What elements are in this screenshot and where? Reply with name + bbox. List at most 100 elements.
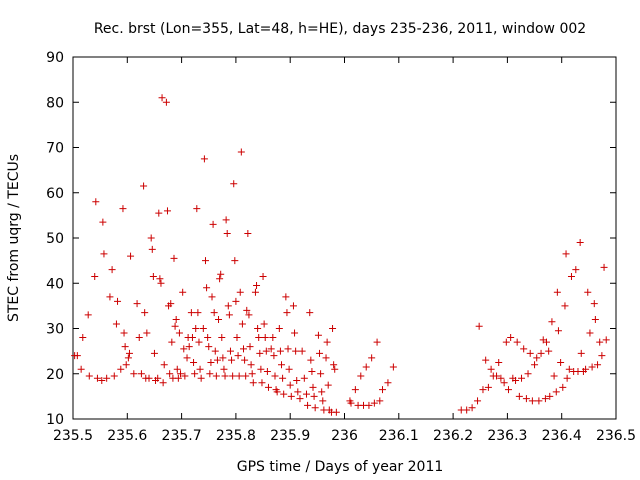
data-point [241,356,249,364]
data-point [171,322,179,330]
data-point [162,98,170,106]
data-point [309,383,317,391]
x-tick-label: 236 [331,428,358,444]
data-point [512,377,520,385]
data-point [522,395,530,403]
data-point [468,404,476,412]
data-point [213,356,221,364]
x-tick-label: 236.4 [542,428,582,444]
data-point [251,288,259,296]
data-point [293,377,301,385]
data-point [497,374,505,382]
data-point [479,386,487,394]
data-point [475,322,483,330]
data-point [156,275,164,283]
data-point [577,349,585,357]
data-point [365,401,373,409]
data-point [135,334,143,342]
data-point [73,352,81,360]
data-point [287,392,295,400]
data-point [557,358,565,366]
data-point [526,349,534,357]
data-point [212,372,220,380]
data-point [201,257,209,265]
data-point [591,315,599,323]
data-point [108,266,116,274]
data-point [588,363,596,371]
data-point [235,372,243,380]
data-point [223,229,231,237]
data-point [217,270,225,278]
data-point [133,300,141,308]
data-point [319,397,327,405]
data-point [322,354,330,362]
data-point [248,370,256,378]
data-point [504,386,512,394]
data-point [130,370,138,378]
data-point [263,367,271,375]
data-point [541,395,549,403]
data-point [140,182,148,190]
data-point [112,320,120,328]
data-point [594,361,602,369]
data-point [264,383,272,391]
data-point [148,245,156,253]
data-point [181,372,189,380]
data-point [257,365,265,373]
data-point [329,325,337,332]
data-point [254,325,262,332]
data-point [567,272,575,280]
data-point [218,334,226,342]
data-point [553,288,561,296]
data-point [100,250,108,258]
y-tick-label: 50 [46,231,64,247]
data-point [230,180,238,188]
data-point [351,386,359,394]
data-point [515,392,523,400]
data-point [289,302,297,310]
data-point [482,356,490,364]
data-point [276,347,284,355]
x-tick-label: 235.9 [270,428,310,444]
data-point [193,205,201,213]
data-point [296,395,304,403]
data-point [253,282,261,290]
data-point [282,293,290,301]
data-point [206,370,214,378]
data-point [586,329,594,337]
data-point [602,336,610,344]
data-point [172,315,180,323]
data-point [211,347,219,355]
y-tick-label: 80 [46,95,64,111]
data-point [149,272,157,280]
data-point [170,254,178,262]
data-point [357,372,365,380]
data-point [307,356,315,364]
data-point [552,388,560,396]
data-point [183,354,191,362]
data-point [548,318,556,326]
data-point [84,311,92,319]
data-point [209,220,217,228]
data-point [175,329,183,337]
data-point [232,297,240,305]
data-point [524,370,532,378]
y-axis-label: STEC from uqrg / TECUs [6,154,22,322]
y-tick-label: 60 [46,186,64,202]
data-point [127,252,135,260]
data-point [285,365,293,373]
data-point [518,374,526,382]
data-point [531,361,539,369]
data-point [376,397,384,405]
x-tick-label: 236.1 [379,428,419,444]
data-point [228,356,236,364]
data-point [389,363,397,371]
data-point [207,358,215,366]
data-point [210,309,218,317]
data-point [168,338,176,346]
y-tick-label: 70 [46,141,64,157]
data-point [306,309,314,317]
data-point [233,334,241,342]
x-tick-labels: 235.5 235.6 235.7 235.8 235.9 236 236.1 236.2 23… [53,428,636,444]
